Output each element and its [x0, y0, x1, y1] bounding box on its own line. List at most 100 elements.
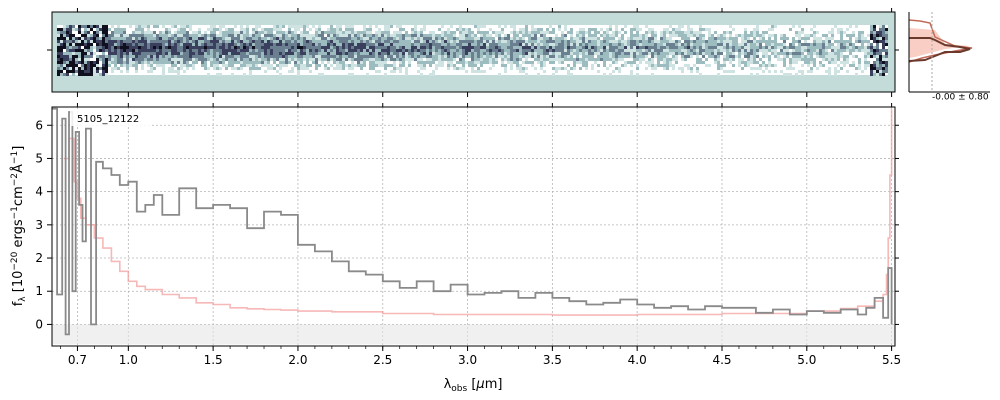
spectrum-2d-pixel: [204, 64, 207, 67]
spectrum-2d-pixel: [270, 40, 273, 43]
spectrum-2d-pixel: [540, 43, 543, 46]
spectrum-2d-pixel: [807, 70, 810, 73]
spectrum-2d-pixel: [741, 61, 744, 64]
spectrum-2d-pixel: [738, 52, 741, 55]
spectrum-2d-pixel: [102, 52, 105, 55]
spectrum-2d-pixel: [585, 49, 588, 52]
spectrum-2d-pixel: [123, 28, 126, 31]
spectrum-2d-pixel: [435, 64, 438, 67]
spectrum-2d-pixel: [525, 31, 528, 34]
spectrum-2d-pixel: [873, 55, 876, 58]
spectrum-2d-pixel: [603, 31, 606, 34]
spectrum-2d-pixel: [876, 67, 879, 70]
spectrum-2d-pixel: [333, 49, 336, 52]
spectrum-2d-pixel: [231, 31, 234, 34]
spectrum-2d-pixel: [591, 52, 594, 55]
spectrum-2d-pixel: [78, 73, 81, 76]
spectrum-2d-pixel: [510, 31, 513, 34]
spectrum-2d-pixel: [825, 43, 828, 46]
spectrum-2d-pixel: [696, 37, 699, 40]
spectrum-2d-pixel: [438, 40, 441, 43]
spectrum-2d-pixel: [324, 64, 327, 67]
spectrum-2d-pixel: [663, 49, 666, 52]
spectrum-2d-pixel: [555, 55, 558, 58]
spectrum-2d-pixel: [471, 40, 474, 43]
spectrum-2d-pixel: [858, 64, 861, 67]
spectrum-2d-pixel: [660, 31, 663, 34]
spectrum-2d-pixel: [636, 34, 639, 37]
spectrum-2d-pixel: [165, 34, 168, 37]
spectrum-2d-pixel: [552, 31, 555, 34]
spectrum-2d-pixel: [402, 34, 405, 37]
spectrum-2d-pixel: [318, 25, 321, 28]
spectrum-2d-pixel: [120, 52, 123, 55]
spectrum-2d-pixel: [228, 64, 231, 67]
spectrum-2d-pixel: [546, 55, 549, 58]
spectrum-2d-pixel: [321, 43, 324, 46]
spectrum-2d-pixel: [273, 61, 276, 64]
spectrum-2d-pixel: [525, 58, 528, 61]
spectrum-2d-pixel: [864, 49, 867, 52]
spectrum-2d-pixel: [603, 61, 606, 64]
spectrum-2d-pixel: [168, 34, 171, 37]
spectrum-2d-pixel: [582, 49, 585, 52]
spectrum-2d-pixel: [633, 49, 636, 52]
spectrum-2d-pixel: [603, 58, 606, 61]
spectrum-2d-pixel: [711, 46, 714, 49]
spectrum-2d-pixel: [573, 67, 576, 70]
spectrum-2d-pixel: [453, 64, 456, 67]
spectrum-2d-pixel: [657, 43, 660, 46]
spectrum-2d-pixel: [375, 70, 378, 73]
spectrum-2d-pixel: [336, 40, 339, 43]
spectrum-2d-pixel: [429, 43, 432, 46]
spectrum-2d-pixel: [624, 46, 627, 49]
spectrum-2d-pixel: [411, 40, 414, 43]
spectrum-2d-pixel: [483, 25, 486, 28]
spectrum-2d-pixel: [399, 34, 402, 37]
spectrum-2d-pixel: [396, 58, 399, 61]
spectrum-2d-pixel: [726, 43, 729, 46]
spectrum-2d-pixel: [450, 49, 453, 52]
spectrum-2d-pixel: [759, 34, 762, 37]
spectrum-2d-pixel: [165, 52, 168, 55]
spectrum-2d-pixel: [417, 61, 420, 64]
spectrum-2d-pixel: [879, 31, 882, 34]
profile-panel: -0.00 ± 0.80: [908, 12, 990, 103]
spectrum-2d-pixel: [183, 37, 186, 40]
spectrum-2d-pixel: [687, 40, 690, 43]
spectrum-2d-pixel: [342, 43, 345, 46]
spectrum-2d-pixel: [561, 67, 564, 70]
spectrum-2d-pixel: [168, 61, 171, 64]
x-tick-label: 2.5: [373, 353, 392, 367]
spectrum-2d-pixel: [765, 55, 768, 58]
spectrum-2d-pixel: [729, 52, 732, 55]
spectrum-2d-pixel: [99, 55, 102, 58]
spectrum-2d-pixel: [741, 37, 744, 40]
spectrum-2d-pixel: [717, 40, 720, 43]
spectrum-2d-pixel: [207, 28, 210, 31]
spectrum-2d-pixel: [381, 64, 384, 67]
spectrum-2d-pixel: [135, 67, 138, 70]
spectrum-2d-pixel: [609, 46, 612, 49]
spectrum-2d-pixel: [468, 46, 471, 49]
spectrum-2d-pixel: [453, 43, 456, 46]
spectrum-2d-pixel: [204, 52, 207, 55]
spectrum-2d-pixel: [186, 67, 189, 70]
spectrum-2d-pixel: [360, 55, 363, 58]
spectrum-2d-pixel: [696, 34, 699, 37]
spectrum-2d-pixel: [78, 52, 81, 55]
spectrum-2d-pixel: [525, 43, 528, 46]
spectrum-2d-pixel: [141, 40, 144, 43]
spectrum-2d-pixel: [252, 31, 255, 34]
spectrum-2d-pixel: [822, 49, 825, 52]
spectrum-2d-pixel: [117, 61, 120, 64]
spectrum-2d-pixel: [87, 40, 90, 43]
spectrum-2d-pixel: [231, 28, 234, 31]
object-label-box: [70, 110, 150, 126]
spectrum-2d-pixel: [615, 31, 618, 34]
spectrum-2d-pixel: [657, 58, 660, 61]
spectrum-2d-pixel: [342, 46, 345, 49]
spectrum-2d-pixel: [210, 61, 213, 64]
spectrum-2d-pixel: [336, 31, 339, 34]
spectrum-2d-pixel: [243, 64, 246, 67]
